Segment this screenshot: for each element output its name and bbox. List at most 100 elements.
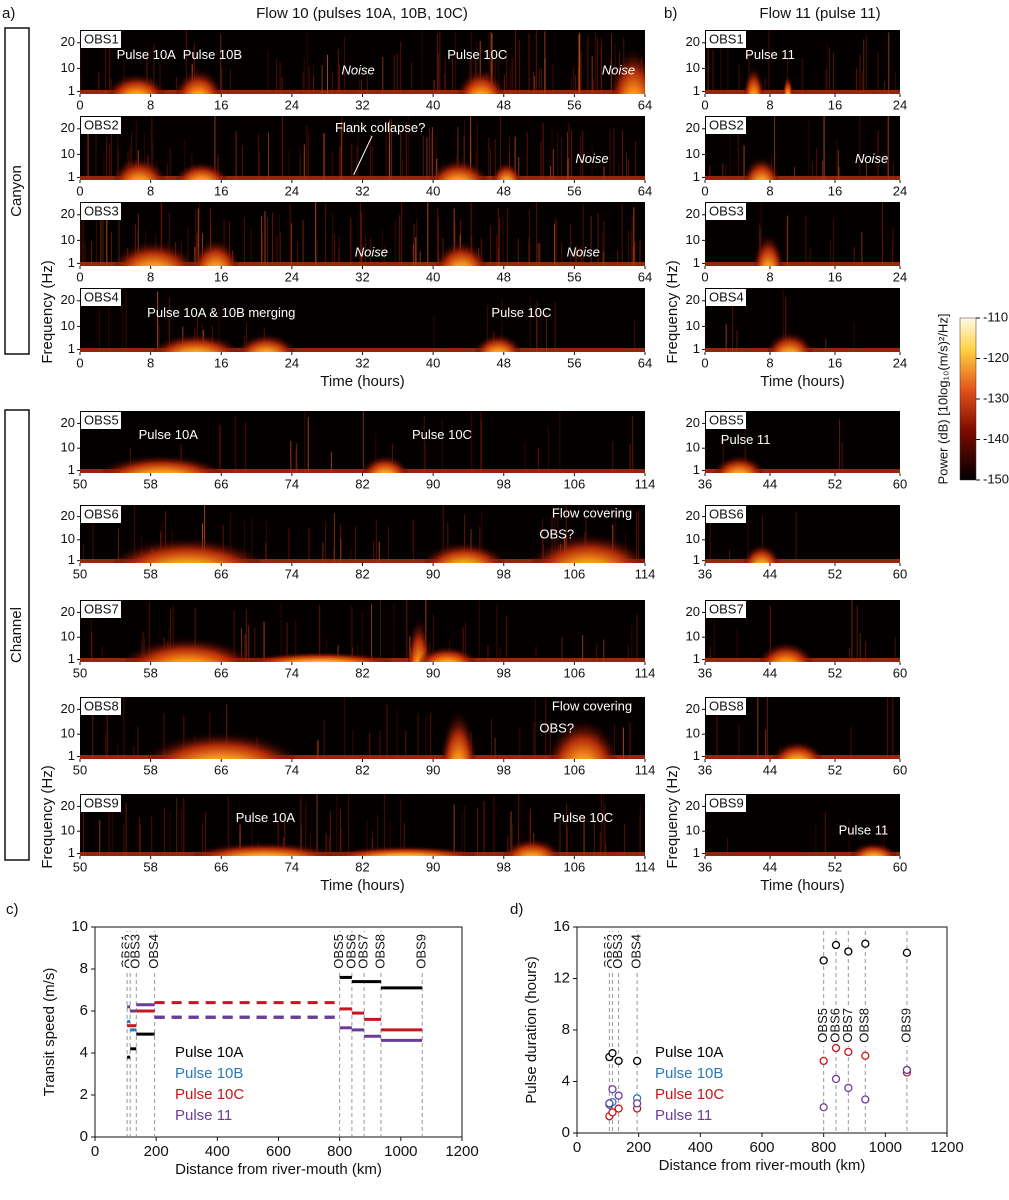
x-tick-label: 0 — [701, 183, 708, 198]
duration-point — [608, 1049, 617, 1058]
y-tick-label: 20 — [686, 508, 700, 523]
y-tick-label: 20 — [61, 415, 75, 430]
y-tick-label: 2 — [80, 1086, 88, 1103]
legend-entry: Pulse 11 — [655, 1107, 712, 1124]
x-tick-label: 800 — [327, 1143, 352, 1160]
duration-point — [861, 1095, 870, 1104]
x-tick-label: 0 — [701, 355, 708, 370]
energy-blob — [362, 448, 408, 473]
spectrogram: OBS2 1 10 20 0 8 16 24 32 40 48 56 64 Flank collapse?… — [61, 116, 652, 198]
y-tick-label: 1 — [68, 748, 75, 763]
y-tick-label: 1 — [693, 341, 700, 356]
energy-blob — [744, 148, 780, 180]
x-tick-label: 36 — [698, 762, 712, 777]
x-tick-label: 8 — [766, 355, 773, 370]
duration-point — [831, 1043, 841, 1053]
duration-point — [902, 1065, 912, 1075]
y-tick-label: 6 — [80, 1002, 88, 1019]
x-tick-label: 16 — [828, 355, 842, 370]
x-tick-label: 24 — [893, 183, 907, 198]
energy-blob — [238, 326, 295, 352]
panel-label: OBS9 — [84, 795, 119, 810]
x-tick-label: 32 — [355, 183, 369, 198]
x-tick-label: 50 — [73, 665, 87, 680]
spectrogram: OBS3 1 10 20 0 8 16 24 — [686, 202, 907, 284]
energy-blob — [153, 326, 239, 352]
x-tick-label: 90 — [426, 476, 440, 491]
y-tick-label: 10 — [61, 823, 75, 838]
duration-point — [844, 947, 853, 956]
panel-label: OBS6 — [84, 506, 119, 521]
y-tick-label: 4 — [80, 1044, 88, 1061]
panel-label: a) — [2, 5, 15, 22]
spectrogram: OBS5 1 10 20 50 58 66 74 82 90 98 106 114 Pulse 10A Pu… — [61, 411, 656, 491]
station-label: OBS9 — [414, 934, 429, 969]
x-tick-label: 58 — [143, 566, 157, 581]
station-label: OBS5 — [331, 934, 346, 969]
x-tick-label: 1000 — [384, 1143, 417, 1160]
y-tick-label: 20 — [686, 206, 700, 221]
x-tick-label: 44 — [763, 762, 777, 777]
duration-point — [614, 1104, 623, 1113]
y-tick-label: 20 — [61, 206, 75, 221]
x-tick-label: 8 — [766, 183, 773, 198]
colorbar-tick-label: -120 — [983, 350, 1009, 365]
y-tick-label: 1 — [693, 169, 700, 184]
x-tick-label: 58 — [143, 762, 157, 777]
y-tick-label: 10 — [686, 440, 700, 455]
x-tick-label: 60 — [893, 665, 907, 680]
x-tick-label: 56 — [567, 269, 581, 284]
x-tick-label: 106 — [564, 665, 586, 680]
x-tick-label: 48 — [497, 97, 511, 112]
station-label-bg — [373, 932, 388, 972]
station-label: OBS5 — [815, 1008, 830, 1043]
annotation: Noise — [855, 151, 888, 166]
x-tick-label: 58 — [143, 665, 157, 680]
legend-entry: Pulse 10A — [655, 1044, 723, 1061]
x-tick-label: 52 — [828, 476, 842, 491]
y-axis-label: Frequency (Hz) — [664, 260, 681, 363]
station-label-bg — [816, 1006, 831, 1046]
x-tick-label: 52 — [828, 566, 842, 581]
x-tick-label: 66 — [214, 476, 228, 491]
x-tick-label: 40 — [426, 183, 440, 198]
x-tick-label: 0 — [76, 269, 83, 284]
x-tick-label: 16 — [214, 183, 228, 198]
y-axis-label: Frequency (Hz) — [39, 260, 56, 363]
station-label-bg — [858, 1006, 873, 1046]
station-label-bg — [829, 1006, 843, 1046]
x-tick-label: 44 — [763, 859, 777, 874]
energy-blob — [492, 154, 521, 180]
x-tick-label: 0 — [76, 355, 83, 370]
x-tick-label: 58 — [143, 859, 157, 874]
spectrogram: OBS1 1 10 20 0 8 16 24 Pulse 11 — [686, 30, 907, 112]
y-tick-label: 10 — [61, 440, 75, 455]
noise-floor — [80, 469, 645, 473]
x-tick-label: 114 — [635, 476, 656, 491]
spectrogram-body — [80, 505, 645, 563]
x-tick-label: 0 — [701, 269, 708, 284]
spectrogram: OBS9 1 10 20 50 58 66 74 82 90 98 106 114 Time (hours… — [39, 765, 655, 894]
annotation-arrow — [353, 135, 373, 176]
panel-label-box — [81, 289, 121, 306]
x-tick-label: 66 — [214, 859, 228, 874]
station-label: OBS6 — [827, 1008, 842, 1043]
energy-blob — [435, 231, 487, 266]
x-tick-label: 36 — [698, 476, 712, 491]
spectrogram-body — [80, 411, 645, 473]
panel-label-box — [81, 795, 121, 812]
duration-point — [608, 1108, 617, 1117]
panel-label-box — [81, 203, 121, 220]
x-tick-label: 114 — [635, 762, 656, 777]
x-tick-label: 74 — [285, 476, 299, 491]
x-tick-label: 82 — [355, 762, 369, 777]
x-axis-label: Time (hours) — [760, 877, 844, 894]
annotation: Flow covering — [552, 506, 632, 521]
y-tick-label: 20 — [686, 415, 700, 430]
panel-label: OBS2 — [84, 117, 119, 132]
x-tick-label: 0 — [76, 183, 83, 198]
x-tick-label: 0 — [701, 97, 708, 112]
legend-entry: Pulse 10B — [655, 1065, 723, 1082]
